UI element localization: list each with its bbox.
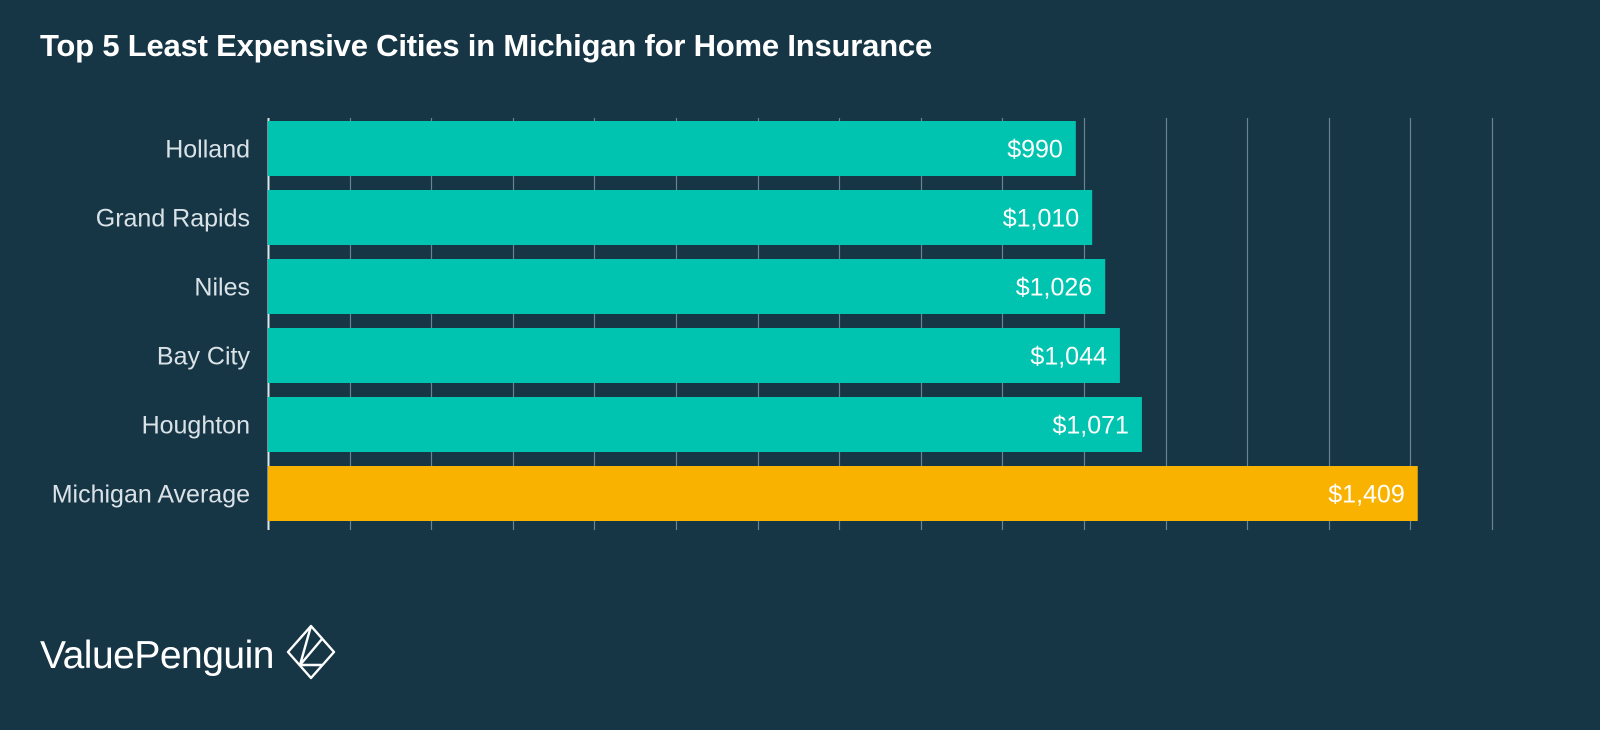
bar-holland (268, 121, 1076, 176)
brand-name: ValuePenguin (40, 634, 274, 677)
gridlines (267, 118, 1494, 530)
category-label: Grand Rapids (96, 205, 250, 233)
value-label: $1,010 (1003, 205, 1079, 233)
value-label: $1,026 (1016, 274, 1092, 302)
bar-niles (268, 259, 1106, 314)
labels: Holland $990 Grand Rapids $1,010 Niles $1,026… (52, 136, 1405, 509)
bar-houghton (268, 397, 1142, 452)
category-label: Holland (165, 136, 250, 164)
chart-title: Top 5 Least Expensive Cities in Michigan… (40, 28, 933, 63)
bar-grand-rapids (268, 190, 1093, 245)
bar-michigan-average (268, 466, 1418, 521)
bar-bay-city (268, 328, 1120, 383)
category-label: Niles (194, 274, 250, 302)
brand-footer: ValuePenguin (40, 624, 336, 680)
value-label: $1,071 (1052, 412, 1128, 440)
category-label: Houghton (142, 412, 250, 440)
category-label: Bay City (157, 343, 251, 371)
bars (268, 121, 1418, 521)
value-label: $990 (1007, 136, 1063, 164)
value-label: $1,409 (1328, 481, 1404, 509)
category-label: Michigan Average (52, 481, 250, 509)
diamond-logo-icon (286, 624, 336, 680)
value-label: $1,044 (1030, 343, 1107, 371)
